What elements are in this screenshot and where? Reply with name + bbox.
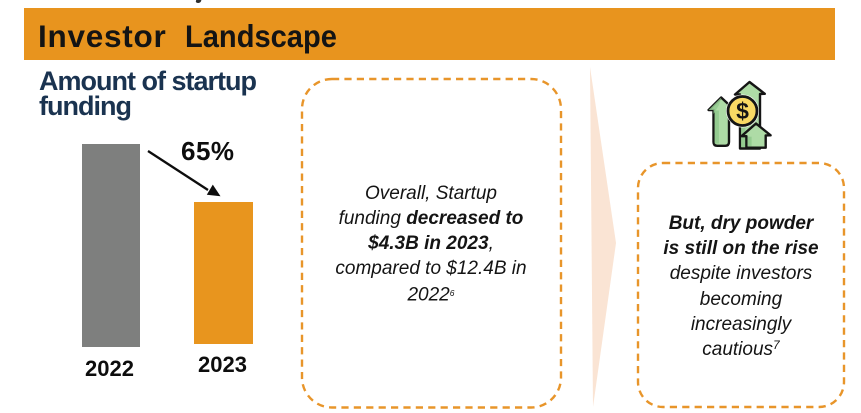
svg-text:$: $ [736, 98, 749, 124]
